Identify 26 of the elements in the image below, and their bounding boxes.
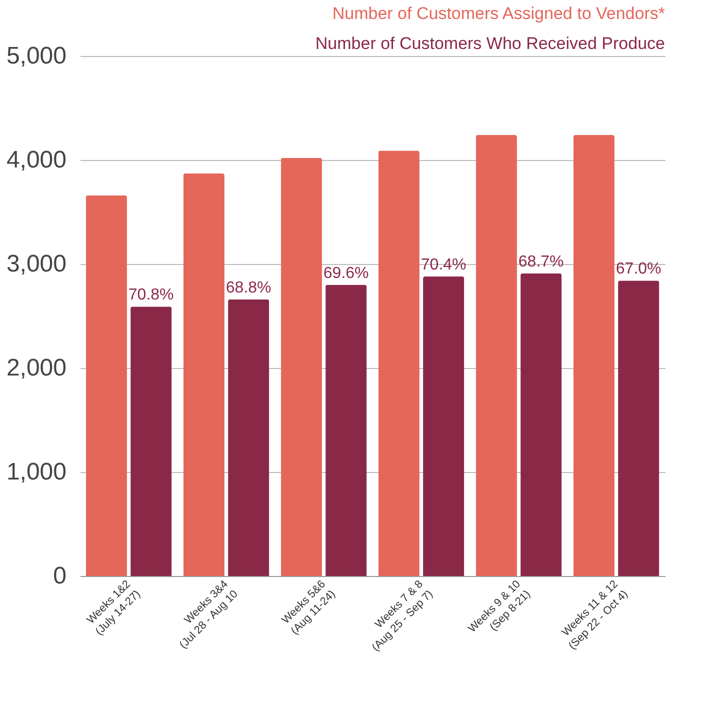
bar	[183, 174, 224, 576]
annotation: 70.8%	[128, 286, 174, 304]
bar	[228, 299, 270, 576]
annotation: 69.6%	[323, 264, 369, 282]
bar	[130, 306, 172, 576]
bar	[573, 135, 614, 576]
y-tick-label: 1,000	[6, 458, 66, 486]
y-tick-label: 4,000	[6, 146, 66, 174]
annotation: 67.0%	[616, 260, 662, 278]
y-tick-label: 2,000	[6, 354, 66, 382]
bar	[86, 195, 127, 576]
bar	[378, 150, 420, 576]
bar	[280, 158, 322, 576]
y-tick-label: 3,000	[6, 250, 66, 278]
text: Number of Customers Assigned to Vendors*	[332, 4, 666, 23]
annotation: 68.8%	[226, 279, 272, 296]
annotation: 70.4%	[420, 256, 466, 274]
bar	[476, 135, 517, 576]
annotation: 68.7%	[518, 253, 564, 270]
bar	[618, 280, 660, 576]
bar	[520, 273, 562, 576]
y-tick-label: 0	[53, 562, 66, 590]
text: Number of Customers Who Received Produce	[315, 34, 665, 53]
y-tick-label: 5,000	[6, 42, 66, 70]
bar	[326, 284, 367, 576]
bar	[423, 276, 464, 576]
